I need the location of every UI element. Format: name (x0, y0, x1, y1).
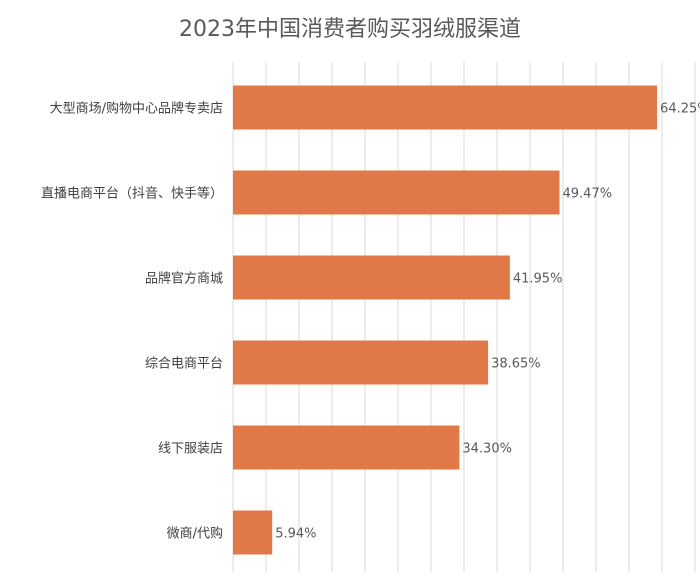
bar-3 (233, 340, 489, 385)
value-label-1: 49.47% (563, 187, 613, 202)
value-labels: 64.25% 49.47% 41.95% 38.65% 34.30% 5.94% (275, 102, 700, 542)
bar-4 (233, 425, 460, 470)
category-label-0: 大型商场/购物中心品牌专卖店 (50, 101, 223, 117)
value-label-4: 34.30% (462, 442, 512, 457)
value-label-5: 5.94% (275, 527, 316, 542)
category-label-5: 微商/代购 (167, 526, 223, 542)
gridlines (232, 62, 696, 572)
category-label-3: 综合电商平台 (145, 357, 223, 372)
category-label-2: 品牌官方商城 (145, 271, 223, 287)
bar-5 (233, 510, 273, 555)
bar-0 (233, 85, 658, 130)
category-label-1: 直播电商平台（抖音、快手等） (41, 186, 223, 202)
bar-2 (233, 255, 510, 300)
value-label-2: 41.95% (513, 272, 563, 287)
category-label-4: 线下服装店 (158, 442, 223, 457)
value-label-3: 38.65% (491, 357, 541, 372)
bar-1 (233, 170, 560, 215)
chart-title: 2023年中国消费者购买羽绒服渠道 (179, 17, 521, 42)
value-label-0: 64.25% (660, 102, 700, 117)
bars (233, 85, 658, 555)
